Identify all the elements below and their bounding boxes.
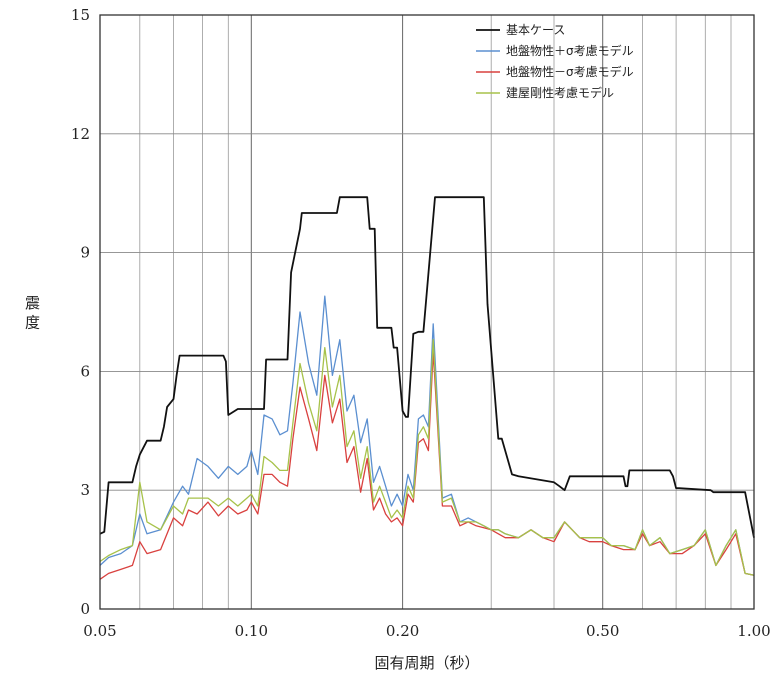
legend-label: 基本ケース [506,23,565,37]
series-line-2 [99,350,755,580]
x-tick-label: 0.20 [386,622,419,640]
legend-label: 地盤物性＋σ考慮モデル [506,43,634,58]
y-tick-label: 6 [80,362,90,380]
grid [99,14,754,610]
series-lines [99,196,755,580]
x-tick-label: 0.10 [235,622,268,640]
y-tick-label: 3 [80,481,90,499]
series-line-3 [99,339,755,576]
y-tick-label: 9 [80,244,90,262]
x-tick-label: 0.50 [586,622,619,640]
legend-label: 建屋剛性考慮モデル [506,85,614,100]
plot-frame [99,14,755,610]
x-tick-labels: 0.05 0.10 0.20 0.50 1.00 [83,622,770,640]
legend-label: 地盤物性－σ考慮モデル [506,64,634,79]
x-tick-label: 1.00 [737,622,770,640]
y-tick-label: 15 [71,6,90,24]
y-axis-title: 震 度 [23,295,41,330]
x-axis-title: 固有周期（秒） [374,654,479,672]
plot-area [100,15,754,609]
x-tick-label: 0.05 [83,622,116,640]
y-tick-labels: 0 3 6 9 12 15 [71,6,90,618]
y-tick-label: 12 [71,125,90,143]
y-tick-label: 0 [80,600,90,618]
series-line-0 [99,196,755,538]
